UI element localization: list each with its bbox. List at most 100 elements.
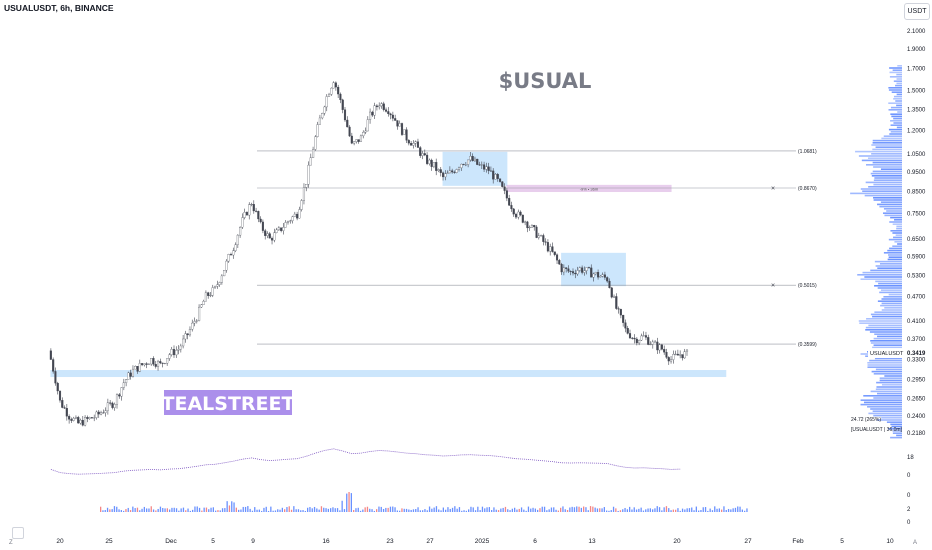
volume-bar — [546, 510, 548, 512]
volume-bar — [143, 506, 145, 512]
volume-bar — [286, 507, 288, 512]
candle-body — [656, 341, 659, 351]
candle-body — [469, 156, 472, 161]
volume-bar — [274, 510, 277, 512]
profile-bar — [860, 278, 902, 280]
profile-bar — [893, 80, 902, 82]
zone-0 — [50, 370, 727, 378]
profile-bar — [888, 89, 902, 91]
indicator-line — [50, 448, 681, 475]
candle-body — [421, 153, 424, 156]
profile-bar — [860, 188, 902, 190]
candle-body — [665, 352, 668, 358]
volume-bar — [739, 506, 741, 512]
candle-body — [441, 172, 445, 178]
candle-body — [667, 357, 670, 362]
x-tick-label: 13 — [588, 538, 596, 545]
candle-body — [125, 379, 128, 383]
currency-selector[interactable]: USDT — [904, 3, 930, 20]
x-tick-label: 23 — [386, 538, 394, 545]
candle-body — [528, 227, 531, 229]
x-tick-label: 27 — [426, 538, 434, 545]
level-label-2: (0.5015) — [798, 283, 817, 289]
volume-bar — [447, 507, 449, 512]
candle-body — [608, 280, 611, 289]
candle-body — [485, 166, 488, 170]
auto-scale-toggle[interactable]: A — [913, 540, 918, 546]
profile-bar — [888, 87, 902, 89]
candle-body — [111, 402, 114, 408]
volume-bar — [652, 509, 654, 512]
volume-bar — [247, 506, 249, 512]
profile-bar — [871, 144, 902, 146]
candle-body — [93, 417, 96, 419]
volume-bar — [514, 507, 516, 512]
candle-body — [115, 394, 119, 405]
scroll-to-start-button[interactable] — [12, 527, 24, 539]
profile-bar — [870, 269, 902, 272]
volume-bar — [320, 506, 323, 512]
profile-bar — [867, 366, 902, 368]
y-tick-label: 0.4700 — [907, 295, 926, 301]
profile-bar — [879, 291, 902, 294]
volume-bar — [661, 510, 663, 512]
volume-bar — [592, 506, 594, 512]
candle-body — [84, 417, 87, 426]
candle-body — [654, 341, 657, 343]
profile-bar — [881, 298, 902, 300]
volume-bar — [233, 502, 235, 512]
volume-bar — [136, 507, 139, 512]
x-tick-label: 2025 — [475, 538, 490, 545]
volume-bar — [449, 508, 451, 512]
volume-bar — [102, 510, 104, 512]
profile-bar — [860, 399, 902, 401]
volume-bar — [470, 506, 472, 512]
candle-body — [476, 158, 479, 165]
profile-bar — [880, 168, 902, 170]
x-tick-label: 20 — [56, 538, 64, 545]
volume-bar — [606, 510, 608, 512]
candle-body — [255, 210, 258, 212]
volume-bar — [325, 508, 327, 512]
candle-body — [533, 225, 536, 228]
profile-bar — [890, 131, 902, 133]
volume-bar — [313, 506, 316, 512]
timezone-toggle[interactable]: Z — [9, 540, 13, 546]
volume-bar — [571, 506, 573, 512]
volume-bar — [359, 510, 362, 512]
volume-bar — [534, 508, 536, 512]
volume-bar — [387, 507, 389, 512]
volume-bar — [192, 509, 194, 512]
volume-bar — [353, 510, 355, 512]
profile-bar — [872, 139, 902, 142]
watermark-text: TEALSTREET — [162, 393, 295, 415]
profile-bar — [883, 252, 902, 254]
volume-bar — [256, 509, 258, 512]
candle-body — [437, 169, 440, 171]
candle-body — [293, 213, 296, 217]
profile-bar — [865, 164, 902, 166]
volume-bar — [711, 510, 714, 512]
profile-bar — [875, 280, 902, 283]
candle-body — [526, 221, 529, 229]
profile-bar — [890, 113, 902, 115]
candle-body — [587, 267, 591, 269]
volume-bar — [550, 507, 553, 512]
candle-body — [213, 286, 217, 288]
profile-bar — [897, 243, 902, 245]
profile-bar — [858, 155, 902, 157]
candle-body — [136, 366, 139, 372]
volume-bar — [350, 493, 352, 512]
candle-body — [188, 329, 192, 336]
candle-body — [239, 227, 242, 236]
volume-bar — [316, 508, 318, 512]
profile-bar — [897, 65, 902, 67]
candle-body — [617, 308, 620, 310]
candle-body — [163, 363, 166, 364]
candle-body — [467, 159, 470, 165]
volume-bar — [557, 510, 559, 512]
candle-body — [601, 274, 604, 277]
volume-bar — [238, 509, 240, 512]
candle-body — [503, 186, 506, 191]
